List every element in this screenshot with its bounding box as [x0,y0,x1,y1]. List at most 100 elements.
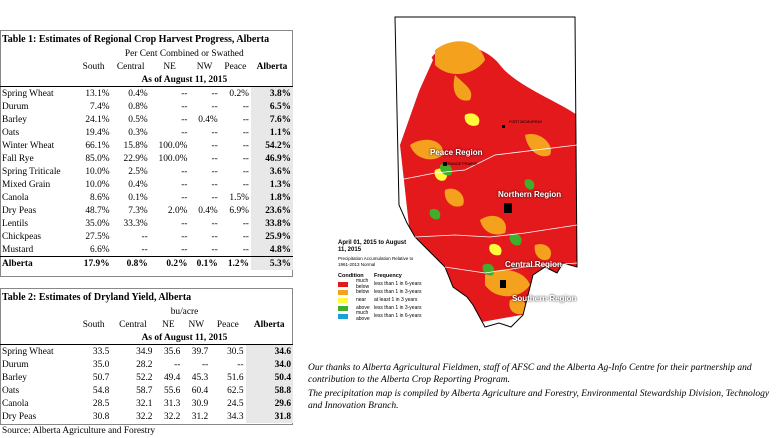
alberta-value: 33.8% [250,217,293,230]
region-value: 10.0% [85,166,110,177]
legend-header: Condition Frequency [338,271,422,280]
table-row: Spring Triticale 10.0% 2.5% -- -- -- 3.6% [0,165,293,178]
crop-name: Spring Wheat [2,346,54,357]
region-value: -- [181,127,188,138]
table1-title: Table 1: Estimates of Regional Crop Harv… [2,34,270,45]
region-value: -- [141,244,148,255]
crop-name: Spring Wheat [2,88,54,99]
region-value: -- [242,114,249,125]
column-header: South [82,61,105,72]
crop-name: Canola [2,398,29,409]
legend-swatch [338,281,348,287]
region-value: 24.5 [227,398,244,409]
column-header-blank [0,60,76,73]
region-value: 32.2 [163,411,181,422]
fort-mcmurray-marker [502,125,505,128]
region-value: -- [181,192,188,203]
region-value: 35.0% [85,218,110,229]
table-row: Barley 24.1% 0.5% -- 0.4% -- 7.6% [0,113,293,126]
legend-item: near at least 1 in 3 years [338,296,422,304]
region-value: 0.8% [111,256,150,270]
edmonton-marker [504,203,512,213]
region-value: 6.9% [229,205,249,216]
region-value: -- [242,179,249,190]
legend-rows: much below less than 1 in 6-years below les… [338,278,422,322]
region-value: -- [211,88,218,99]
region-value: 0.3% [128,127,148,138]
table1-date: As of August 11, 2015 [75,73,293,87]
map-subtitle: Precipitation Accumulation Relative to 1… [338,256,414,267]
alberta-value: 58.8 [245,384,293,397]
region-value: -- [211,153,218,164]
legend-item: much below less than 1 in 6-years [338,278,422,290]
column-header: Peace [216,319,239,330]
table-row: Winter Wheat 66.1% 15.8% 100.0% -- -- 54.2% [0,139,293,152]
table1-column-headers: South Central NE NW Peace Alberta [0,60,293,73]
region-value: -- [242,140,249,151]
region-value: 30.9 [191,398,209,409]
alberta-value: 3.6% [250,165,293,178]
region-value: 85.0% [85,153,110,164]
region-value: 1.2% [219,256,251,270]
region-value: -- [211,244,218,255]
region-value: 33.3% [123,218,148,229]
table-row: Dry Peas 30.8 32.2 32.2 31.2 34.3 31.8 [0,410,293,423]
region-value: 48.7% [85,205,110,216]
region-value: 6.6% [90,244,110,255]
calgary-marker [500,280,506,288]
region-value: 31.3 [163,398,181,409]
column-header: NE [163,61,176,72]
region-value: -- [237,359,244,370]
column-header: South [82,319,105,330]
legend-frequency: less than 1 in 3-years [374,289,422,295]
alberta-value: 34.6 [245,344,293,358]
table1-subtitle: Per Cent Combined or Swathed [124,48,244,59]
region-value: -- [211,192,218,203]
region-value: 35.0 [92,359,110,370]
region-value: 19.4% [85,127,110,138]
column-header: Peace [224,61,247,72]
table2-source: Source: Alberta Agriculture and Forestry [2,426,156,436]
crop-name: Winter Wheat [2,140,55,151]
legend-swatch [338,297,348,303]
region-value: 54.8 [92,385,110,396]
region-value: 0.4% [198,205,218,216]
dryland-yield-body: Table 2: Estimates of Dryland Yield, Alb… [0,290,293,423]
region-value: 7.3% [128,205,148,216]
table-total-row: Alberta 17.9% 0.8% 0.2% 0.1% 1.2% 5.3% [0,256,293,270]
region-value: 10.0% [85,179,110,190]
region-value: 7.4% [90,101,110,112]
region-value: 35.6 [163,346,181,357]
region-label-central: Central Region [505,260,562,269]
crop-name: Dry Peas [2,205,37,216]
table-row: Lentils 35.0% 33.3% -- -- -- 33.8% [0,217,293,230]
region-value: -- [211,218,218,229]
crop-name: Dry Peas [2,411,37,422]
table2-subtitle: bu/acre [170,306,199,317]
region-value: -- [242,166,249,177]
crop-name: Chickpeas [2,231,42,242]
region-value: 15.8% [123,140,148,151]
table-row: Mustard 6.6% -- -- -- -- 4.8% [0,243,293,257]
crop-name: Barley [2,114,27,125]
table-row: Durum 7.4% 0.8% -- -- -- 6.5% [0,100,293,113]
region-value: 0.1% [128,192,148,203]
region-value: -- [242,218,249,229]
town-label-grande-prairie: GRANDE PRAIRIE [445,162,478,166]
legend-frequency: less than 1 in 6-years [374,313,422,319]
region-value: 2.5% [128,166,148,177]
table2-date: As of August 11, 2015 [75,331,293,345]
legend-header-frequency: Frequency [374,272,402,279]
legend-item: below less than 1 in 3-years [338,288,422,296]
credits: Our thanks to Alberta Agricultural Field… [308,362,773,414]
region-value: 0.4% [128,88,148,99]
region-value: 2.0% [167,205,188,216]
region-value: -- [211,179,218,190]
legend-condition: below [356,289,370,295]
alberta-value: 4.8% [250,243,293,257]
region-value: -- [181,101,188,112]
region-value: 22.9% [123,153,148,164]
region-value: -- [242,101,249,112]
column-header: Central [119,319,147,330]
region-value: 32.2 [136,411,153,422]
